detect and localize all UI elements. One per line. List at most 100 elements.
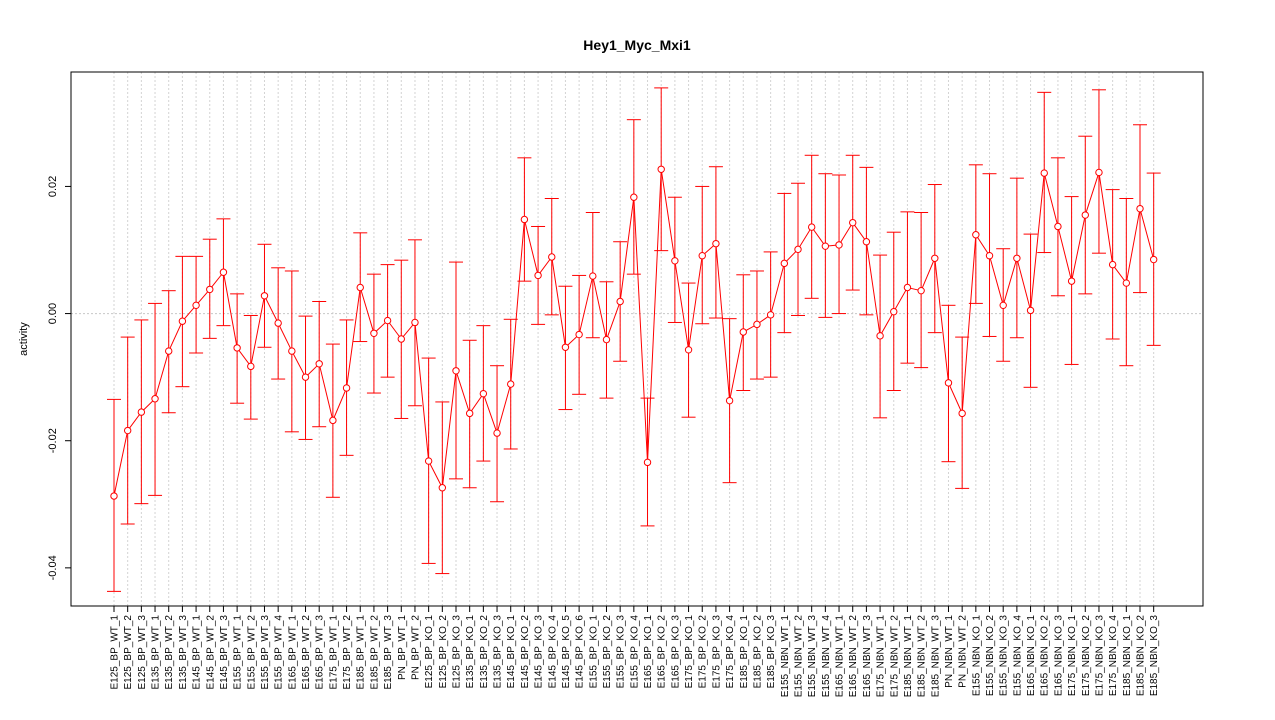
x-tick-label: PN_BP_WT_1 (397, 615, 408, 680)
x-tick-label: E165_NBN_KO_1 (1026, 615, 1037, 697)
x-tick-label: E155_NBN_WT_4 (821, 615, 832, 698)
data-point (862, 238, 871, 246)
data-point (315, 360, 323, 368)
data-point (1040, 169, 1048, 177)
data-point (821, 242, 830, 250)
data-point (589, 272, 597, 280)
data-point (999, 301, 1007, 310)
data-point (507, 380, 515, 388)
x-tick-label: E145_BP_WT_1 (192, 615, 203, 690)
x-tick-label: E135_BP_KO_1 (465, 615, 476, 689)
x-tick-label: E185_BP_KO_1 (739, 615, 750, 689)
data-point (972, 231, 980, 239)
data-point (151, 395, 159, 403)
y-tick-label: -0.04 (47, 555, 59, 580)
x-tick-label: E135_BP_KO_2 (479, 615, 490, 689)
x-axis: E125_BP_WT_1 E125_BP_WT_2 E125_BP_WT_3 E135… (110, 606, 1160, 698)
data-point (807, 223, 816, 231)
x-tick-label: E175_NBN_WT_1 (876, 615, 887, 698)
y-tick-label: -0.02 (47, 428, 59, 453)
data-point (424, 457, 433, 465)
data-point (1095, 168, 1103, 177)
data-point (630, 193, 638, 201)
x-tick-label: E155_BP_KO_1 (588, 615, 599, 689)
x-tick-label: E175_NBN_KO_1 (1067, 615, 1078, 697)
data-point (1026, 306, 1035, 315)
data-point (206, 285, 214, 294)
x-tick-label: E135_BP_WT_2 (164, 615, 175, 690)
data-point (835, 241, 843, 249)
data-point (383, 316, 392, 325)
chart-title: Hey1_Myc_Mxi1 (583, 37, 691, 53)
x-tick-label: E165_NBN_WT_2 (848, 615, 859, 698)
x-tick-label: E165_BP_WT_1 (287, 615, 298, 690)
data-point (917, 286, 925, 295)
x-tick-label: E155_NBN_KO_4 (1012, 615, 1023, 697)
x-tick-label: E155_NBN_WT_3 (807, 615, 818, 698)
x-tick-label: PN_NBN_WT_2 (958, 615, 969, 688)
data-point (698, 252, 706, 260)
x-tick-label: E165_NBN_WT_1 (835, 615, 846, 698)
x-tick-label: E135_BP_KO_3 (493, 615, 504, 689)
x-tick-label: E185_NBN_KO_3 (1149, 615, 1160, 697)
data-point (137, 408, 146, 416)
x-tick-label: E155_NBN_WT_1 (780, 615, 791, 698)
grid-layer (71, 72, 1203, 606)
data-point (657, 165, 665, 173)
data-point (370, 329, 378, 337)
data-point (643, 458, 652, 467)
data-point (958, 409, 966, 418)
x-tick-label: E165_BP_KO_3 (670, 615, 681, 689)
x-tick-label: E175_BP_KO_1 (684, 615, 695, 689)
data-point (548, 253, 556, 261)
x-tick-label: E165_NBN_KO_2 (1040, 615, 1051, 697)
x-tick-label: E145_BP_KO_1 (506, 615, 517, 689)
data-point (671, 257, 679, 265)
x-tick-label: E175_BP_WT_1 (328, 615, 339, 690)
data-point (616, 297, 624, 306)
x-tick-label: E145_BP_KO_6 (575, 615, 586, 689)
x-tick-label: E125_BP_WT_2 (123, 615, 134, 690)
data-point (247, 362, 255, 371)
data-point (712, 239, 720, 248)
data-point (561, 343, 570, 351)
data-point (411, 318, 419, 327)
data-point (1136, 204, 1144, 213)
x-tick-label: E155_NBN_KO_3 (999, 615, 1010, 697)
data-point (110, 492, 118, 500)
x-tick-label: E175_BP_KO_3 (711, 615, 722, 689)
data-point (903, 283, 912, 292)
x-tick-label: E145_BP_KO_2 (520, 615, 531, 689)
x-tick-label: E155_NBN_WT_2 (794, 615, 805, 698)
data-point (944, 379, 953, 387)
x-tick-label: E175_NBN_KO_3 (1094, 615, 1105, 697)
x-tick-label: E185_BP_KO_2 (752, 615, 763, 689)
y-axis-label: activity (18, 322, 30, 356)
x-tick-label: E185_BP_WT_1 (356, 615, 367, 690)
data-point (575, 330, 583, 339)
x-tick-label: E165_BP_WT_2 (301, 615, 312, 690)
x-tick-label: E155_BP_WT_4 (274, 615, 285, 690)
x-tick-label: E175_BP_WT_2 (342, 615, 353, 690)
data-point (178, 317, 187, 325)
x-tick-label: E165_BP_KO_2 (657, 615, 668, 689)
data-points (110, 165, 1158, 500)
x-tick-label: E155_NBN_KO_1 (971, 615, 982, 697)
x-tick-label: E125_BP_KO_3 (452, 615, 463, 689)
x-tick-label: E155_BP_KO_4 (629, 615, 640, 689)
data-point (123, 426, 132, 435)
data-point (356, 283, 364, 292)
x-tick-label: E155_BP_WT_1 (233, 615, 244, 690)
data-point (301, 373, 310, 381)
data-point (233, 344, 241, 352)
plot-frame (70, 71, 1204, 607)
data-point (1081, 211, 1089, 219)
x-tick-label: E185_NBN_WT_3 (930, 615, 941, 698)
x-tick-label: E165_BP_WT_3 (315, 615, 326, 690)
x-tick-label: E125_BP_WT_3 (137, 615, 148, 690)
y-tick-label: 0.02 (47, 176, 59, 197)
data-point (534, 271, 542, 280)
data-point (849, 218, 857, 227)
x-tick-label: E145_BP_WT_3 (219, 615, 230, 690)
